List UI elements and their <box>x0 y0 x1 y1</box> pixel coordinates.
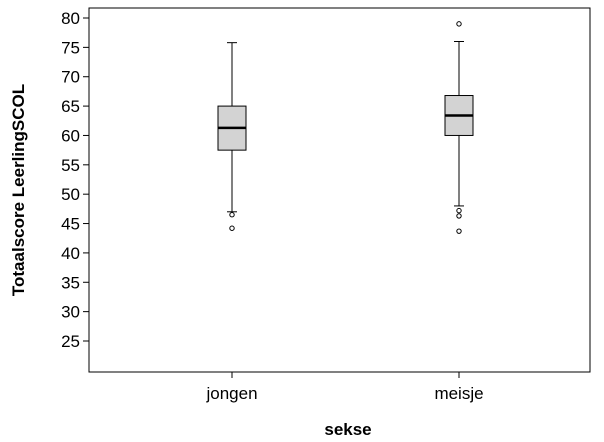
y-tick-label: 30 <box>61 303 80 322</box>
y-tick-label: 60 <box>61 126 80 145</box>
outlier-point <box>456 21 462 27</box>
x-axis: jongen meisje <box>205 372 484 403</box>
outlier-point <box>229 212 235 218</box>
outlier-point <box>456 228 462 234</box>
y-tick-label: 45 <box>61 215 80 234</box>
box-group-jongen <box>217 42 247 231</box>
y-tick-label: 80 <box>61 9 80 28</box>
x-axis-title: sekse <box>324 420 371 439</box>
y-axis-title: Totaalscore LeerlingSCOL <box>9 84 28 296</box>
y-tick-label: 70 <box>61 68 80 87</box>
y-tick-label: 50 <box>61 185 80 204</box>
y-tick-label: 75 <box>61 38 80 57</box>
y-tick-label: 35 <box>61 273 80 292</box>
x-tick-label: meisje <box>434 384 483 403</box>
outlier-point <box>456 213 462 219</box>
y-tick-label: 25 <box>61 332 80 351</box>
y-tick-label: 40 <box>61 244 80 263</box>
plot-frame <box>88 7 591 373</box>
y-tick-label: 65 <box>61 97 80 116</box>
y-axis: 25 30 35 40 45 50 55 60 65 70 75 80 <box>61 9 89 351</box>
x-tick-label: jongen <box>205 384 257 403</box>
outlier-point <box>456 207 462 214</box>
box-group-meisje <box>444 21 474 234</box>
y-tick-label: 55 <box>61 156 80 175</box>
outlier-point <box>229 225 235 231</box>
boxes <box>217 21 474 234</box>
